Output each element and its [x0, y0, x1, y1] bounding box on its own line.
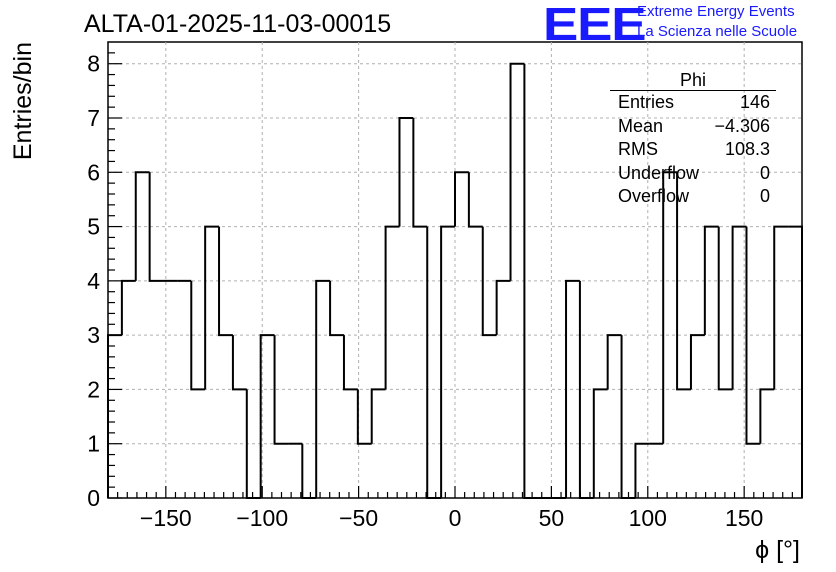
histogram-bin [745, 226, 761, 445]
histogram-bin [523, 63, 539, 499]
histogram-bin [190, 280, 206, 391]
histogram-bin [689, 334, 705, 390]
histogram-bin [148, 172, 164, 282]
x-tick-label: 150 [725, 505, 763, 531]
x-tick-label: −150 [140, 505, 192, 531]
stats-row-rms: RMS 108.3 [610, 138, 776, 162]
y-tick-label: 2 [87, 376, 100, 402]
stats-label: RMS [618, 139, 658, 159]
histogram-bin [662, 171, 678, 444]
stats-row-mean: Mean −4.306 [610, 115, 776, 139]
y-tick-label: 0 [87, 485, 100, 511]
stats-value: 146 [739, 92, 770, 112]
histogram-bin [301, 443, 317, 499]
histogram-bin [703, 225, 719, 336]
x-tick-label: −100 [236, 505, 288, 531]
histogram-bin [245, 389, 261, 499]
x-tick-label: 50 [539, 505, 565, 531]
logo-tagline-1: Extreme Energy Events [637, 3, 795, 20]
histogram-bin [315, 279, 331, 498]
histogram-bin [218, 226, 233, 337]
histogram-bin [370, 388, 386, 444]
histogram-bin [676, 172, 691, 391]
y-tick-label: 1 [87, 431, 100, 457]
histogram-bin [329, 280, 344, 337]
y-tick-label: 5 [87, 214, 100, 240]
histogram-bin [481, 226, 497, 337]
x-axis: −150 −100 −50 0 50 100 150 [117, 486, 793, 531]
stats-value: 0 [759, 162, 770, 183]
y-tick-label: 4 [87, 268, 100, 294]
chart-title: ALTA-01-2025-11-03-00015 [84, 10, 392, 38]
x-tick-label: 100 [629, 505, 667, 531]
stats-label: Mean [618, 115, 664, 136]
histogram-bin [454, 171, 469, 227]
histogram-bin [788, 225, 803, 498]
histogram-bin [759, 388, 775, 444]
y-tick-label: 3 [87, 322, 100, 348]
histogram-bin [231, 335, 247, 391]
histogram-bin [259, 334, 275, 498]
stats-box-title: Phi [610, 70, 776, 91]
histogram-bin [606, 334, 622, 390]
histogram-bin [565, 279, 580, 498]
histogram-bin [634, 442, 650, 498]
stats-row-underflow: Underflow 0 [610, 162, 776, 186]
histogram-bin [384, 225, 400, 390]
histogram-bin [120, 279, 136, 336]
grid-lines [108, 42, 802, 498]
logo-tagline-2: La Scienza nelle Scuole [637, 23, 798, 40]
x-tick-label: −50 [339, 505, 378, 531]
histogram-bin [620, 335, 636, 499]
histogram-bin [467, 172, 483, 228]
stats-box: Phi Entries 146 Mean −4.306 RMS 108.3 Un… [610, 70, 776, 209]
stats-label: Entries [618, 92, 675, 112]
stats-label: Overflow [618, 186, 690, 206]
histogram-bin [107, 334, 122, 498]
histogram-bin [731, 225, 747, 390]
histogram-bin [495, 279, 511, 336]
histogram-bin [342, 335, 358, 391]
stats-row-entries: Entries 146 [610, 91, 776, 115]
histogram-bin [273, 335, 289, 445]
histogram-bin [773, 225, 789, 390]
stats-value: 0 [759, 186, 770, 206]
histogram-bin [717, 226, 733, 391]
stats-row-overflow: Overflow 0 [610, 185, 776, 209]
eee-logo: EEE [543, 0, 647, 50]
histogram-bin [356, 389, 372, 445]
y-axis: 0 1 2 3 4 5 6 7 8 [87, 51, 122, 511]
histogram-bin [204, 225, 220, 390]
histogram-bin [398, 117, 414, 227]
histogram-bin [509, 62, 525, 281]
x-axis-label: ϕ [°] [755, 536, 800, 564]
histogram-bin [440, 225, 455, 498]
histogram-bin [592, 388, 608, 498]
y-axis-label: Entries/bin [9, 42, 37, 160]
y-tick-label: 8 [87, 51, 100, 77]
x-tick-label: 0 [449, 505, 462, 531]
stats-value: −4.306 [714, 115, 770, 136]
histogram-bins [107, 62, 803, 499]
histogram-bin [412, 118, 428, 228]
y-tick-label: 6 [87, 159, 100, 185]
y-tick-label: 7 [87, 105, 100, 131]
histogram-bin [426, 226, 442, 499]
stats-value: 108.3 [724, 139, 770, 159]
histogram-bin [134, 171, 150, 281]
stats-label: Underflow [618, 162, 700, 183]
